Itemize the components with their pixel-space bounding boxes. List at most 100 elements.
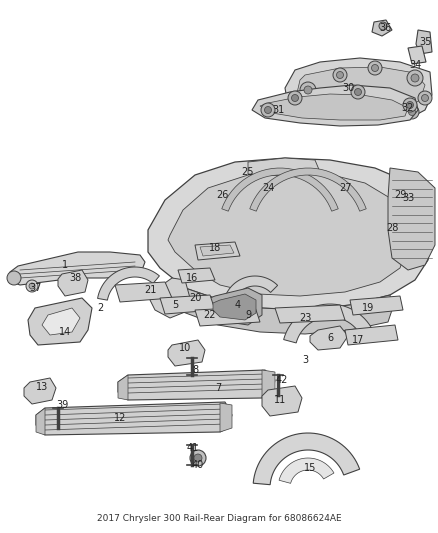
Text: 30: 30 — [342, 83, 354, 93]
Text: 38: 38 — [69, 273, 81, 283]
Text: 24: 24 — [262, 183, 274, 193]
Text: 12: 12 — [114, 413, 126, 423]
Circle shape — [405, 105, 419, 119]
Polygon shape — [252, 85, 418, 126]
Polygon shape — [297, 67, 425, 112]
Text: 42: 42 — [276, 375, 288, 385]
Polygon shape — [195, 242, 240, 260]
Circle shape — [409, 109, 416, 116]
Polygon shape — [10, 252, 145, 285]
Polygon shape — [28, 298, 92, 345]
Text: 31: 31 — [272, 105, 284, 115]
Circle shape — [336, 71, 343, 78]
Text: 39: 39 — [56, 400, 68, 410]
Polygon shape — [178, 268, 215, 283]
Text: 17: 17 — [352, 335, 364, 345]
Polygon shape — [58, 270, 88, 296]
Text: 25: 25 — [242, 167, 254, 177]
Polygon shape — [36, 408, 45, 435]
Circle shape — [406, 101, 413, 109]
Polygon shape — [182, 288, 392, 334]
Circle shape — [333, 68, 347, 82]
Polygon shape — [24, 378, 56, 404]
Polygon shape — [168, 340, 205, 366]
Text: 34: 34 — [409, 60, 421, 70]
Text: 7: 7 — [215, 383, 221, 393]
Circle shape — [29, 283, 35, 289]
Text: 19: 19 — [362, 303, 374, 313]
Circle shape — [292, 94, 299, 101]
Circle shape — [421, 94, 428, 101]
Polygon shape — [195, 307, 260, 326]
Circle shape — [288, 91, 302, 105]
Circle shape — [411, 74, 419, 82]
Polygon shape — [285, 58, 432, 122]
Circle shape — [190, 450, 206, 466]
Text: 16: 16 — [186, 273, 198, 283]
Circle shape — [371, 64, 378, 71]
Polygon shape — [253, 433, 360, 484]
Polygon shape — [262, 386, 302, 416]
Circle shape — [26, 280, 38, 292]
Polygon shape — [345, 325, 398, 345]
Text: 1: 1 — [62, 260, 68, 270]
Text: 32: 32 — [402, 103, 414, 113]
Circle shape — [300, 82, 316, 98]
Polygon shape — [279, 458, 334, 483]
Polygon shape — [222, 168, 338, 211]
Text: 29: 29 — [394, 190, 406, 200]
Polygon shape — [200, 245, 234, 256]
Circle shape — [7, 271, 21, 285]
Polygon shape — [416, 30, 432, 54]
Circle shape — [368, 61, 382, 75]
Circle shape — [194, 454, 202, 462]
Circle shape — [351, 85, 365, 99]
Polygon shape — [98, 267, 159, 300]
Polygon shape — [118, 375, 128, 400]
Text: 22: 22 — [204, 310, 216, 320]
Polygon shape — [42, 308, 80, 335]
Circle shape — [304, 86, 312, 94]
Polygon shape — [150, 278, 190, 318]
Text: 10: 10 — [179, 343, 191, 353]
Polygon shape — [284, 304, 374, 343]
Text: 13: 13 — [36, 382, 48, 392]
Circle shape — [407, 70, 423, 86]
Polygon shape — [248, 158, 320, 176]
Text: 8: 8 — [192, 365, 198, 375]
Polygon shape — [250, 168, 366, 211]
Text: 9: 9 — [245, 310, 251, 320]
Polygon shape — [224, 276, 278, 302]
Polygon shape — [350, 296, 403, 315]
Polygon shape — [372, 20, 392, 36]
Polygon shape — [213, 294, 256, 320]
Text: 37: 37 — [29, 283, 41, 293]
Polygon shape — [168, 172, 408, 296]
Text: 4: 4 — [235, 300, 241, 310]
Circle shape — [418, 91, 432, 105]
Circle shape — [379, 22, 387, 30]
Polygon shape — [310, 326, 348, 350]
Circle shape — [265, 107, 272, 114]
Text: 27: 27 — [339, 183, 351, 193]
Text: 26: 26 — [216, 190, 228, 200]
Text: 35: 35 — [419, 37, 431, 47]
Text: 21: 21 — [144, 285, 156, 295]
Polygon shape — [148, 158, 432, 310]
Text: 18: 18 — [209, 243, 221, 253]
Text: 41: 41 — [187, 443, 199, 453]
Text: 5: 5 — [172, 300, 178, 310]
Circle shape — [403, 98, 417, 112]
Circle shape — [354, 88, 361, 95]
Polygon shape — [220, 403, 232, 432]
Polygon shape — [118, 370, 275, 400]
Polygon shape — [205, 288, 262, 325]
Polygon shape — [262, 370, 275, 398]
Polygon shape — [160, 295, 215, 314]
Text: 33: 33 — [402, 193, 414, 203]
Polygon shape — [115, 282, 172, 302]
Text: 36: 36 — [379, 23, 391, 33]
Text: 3: 3 — [302, 355, 308, 365]
Text: 2: 2 — [97, 303, 103, 313]
Text: 28: 28 — [386, 223, 398, 233]
